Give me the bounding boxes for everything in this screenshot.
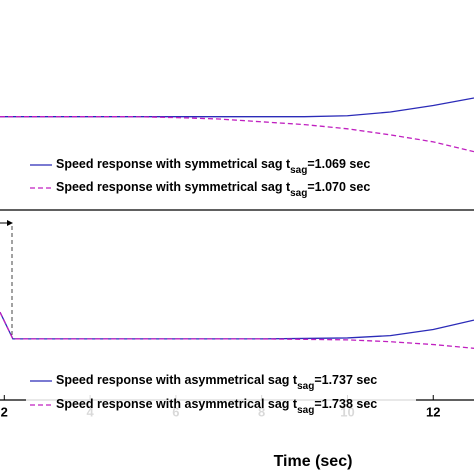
- legend-label: Speed response with symmetrical sag tsag…: [56, 157, 370, 175]
- legend-suffix: =1.738 sec: [314, 397, 377, 411]
- series-line: [0, 311, 474, 349]
- legend-label: Speed response with asymmetrical sag tsa…: [56, 397, 377, 415]
- series-line: [0, 116, 474, 153]
- legend-suffix: =1.737 sec: [314, 373, 377, 387]
- x-tick-label: 12: [426, 404, 440, 419]
- legend-box: [26, 150, 416, 202]
- legend-name: Speed response with asymmetrical sag t: [56, 397, 298, 411]
- legend-suffix: =1.070 sec: [307, 180, 370, 194]
- legend-box: [26, 368, 416, 418]
- legend-subscript: sag: [297, 381, 314, 392]
- legend-label: Speed response with symmetrical sag tsag…: [56, 180, 370, 198]
- legend-subscript: sag: [290, 165, 307, 176]
- legend-subscript: sag: [290, 188, 307, 199]
- x-axis-label: Time (sec): [274, 453, 353, 470]
- legend-name: Speed response with symmetrical sag t: [56, 180, 291, 194]
- arrow-head: [7, 220, 13, 226]
- legend-name: Speed response with symmetrical sag t: [56, 157, 291, 171]
- legend-suffix: =1.069 sec: [307, 157, 370, 171]
- legend-label: Speed response with asymmetrical sag tsa…: [56, 373, 377, 391]
- x-tick-label: 2: [1, 404, 8, 419]
- legend-subscript: sag: [297, 405, 314, 416]
- legend-name: Speed response with asymmetrical sag t: [56, 373, 298, 387]
